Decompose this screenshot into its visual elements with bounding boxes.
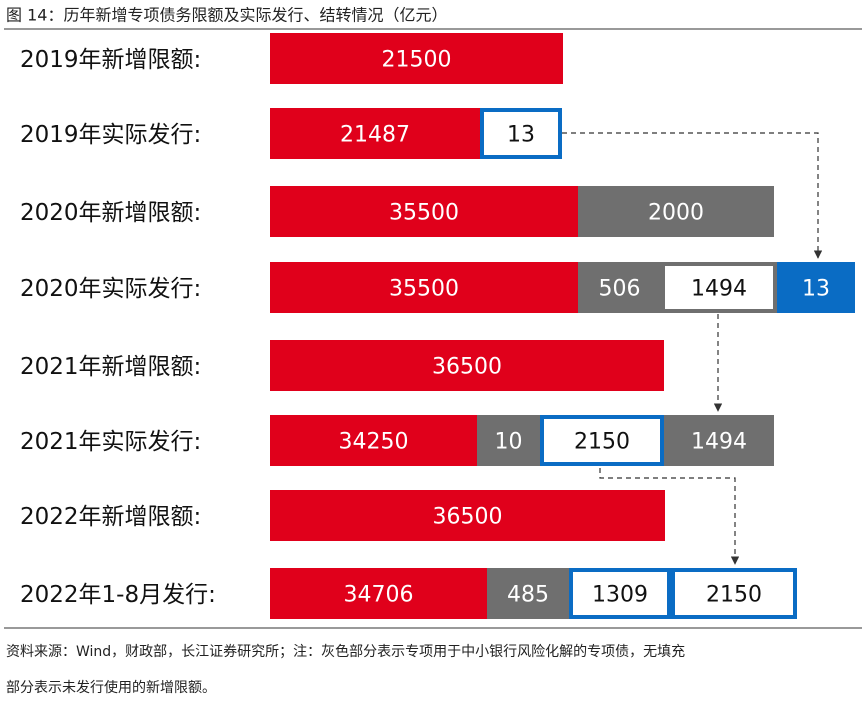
bar-segment [270, 108, 480, 159]
bar-segment [664, 415, 774, 466]
row-label: 2021年新增限额: [20, 354, 201, 380]
bar-segment [569, 568, 671, 619]
row-label: 2020年实际发行: [20, 276, 201, 302]
source-note: 资料来源：Wind，财政部，长江证券研究所；注：灰色部分表示专项用于中小银行风险… [6, 643, 685, 660]
bar-segment [270, 340, 664, 391]
bar-segment [270, 33, 563, 84]
row-label: 2020年新增限额: [20, 200, 201, 226]
bar-segment [487, 568, 569, 619]
bar-segment [578, 186, 774, 237]
bar-segment [477, 415, 540, 466]
bar-segment [480, 108, 562, 159]
segment-label: 485 [507, 583, 549, 608]
segment-label: 13 [507, 123, 535, 148]
row-label: 2022年新增限额: [20, 504, 201, 530]
segment-label: 21487 [340, 123, 410, 148]
bar-segment [270, 262, 578, 313]
arrow [562, 132, 823, 259]
segment-label: 36500 [432, 355, 502, 380]
bar-segment [540, 415, 664, 466]
segment-label: 506 [599, 277, 641, 302]
source-note: 部分表示未发行使用的新增限额。 [6, 679, 216, 696]
segment-label: 34250 [339, 430, 409, 455]
bar-segment [578, 262, 661, 313]
bar-segment [270, 568, 487, 619]
row-label: 2019年新增限额: [20, 47, 201, 73]
segment-label: 36500 [433, 505, 503, 530]
segment-label: 2150 [574, 430, 630, 455]
segment-label: 21500 [382, 48, 452, 73]
segment-label: 1494 [691, 430, 747, 455]
bar-segment [671, 568, 797, 619]
arrow [599, 468, 740, 565]
segment-label: 2000 [648, 201, 704, 226]
segment-label: 2150 [706, 583, 762, 608]
segment-label: 35500 [389, 277, 459, 302]
segment-label: 10 [495, 430, 523, 455]
figure-title: 图 14：历年新增专项债务限额及实际发行、结转情况（亿元） [6, 6, 447, 25]
flow-arrows [562, 132, 823, 565]
bar-segment [270, 415, 477, 466]
segment-label: 1309 [592, 583, 648, 608]
bar-segment [270, 490, 665, 541]
bar-segment [777, 262, 855, 313]
bar-segment [661, 262, 777, 313]
row-label: 2019年实际发行: [20, 122, 201, 148]
segment-label: 34706 [344, 583, 414, 608]
segment-label: 1494 [691, 277, 747, 302]
row-label: 2022年1-8月发行: [20, 582, 216, 608]
segment-label: 13 [802, 277, 830, 302]
row-label: 2021年实际发行: [20, 429, 201, 455]
bar-segment [270, 186, 578, 237]
segment-label: 35500 [389, 201, 459, 226]
